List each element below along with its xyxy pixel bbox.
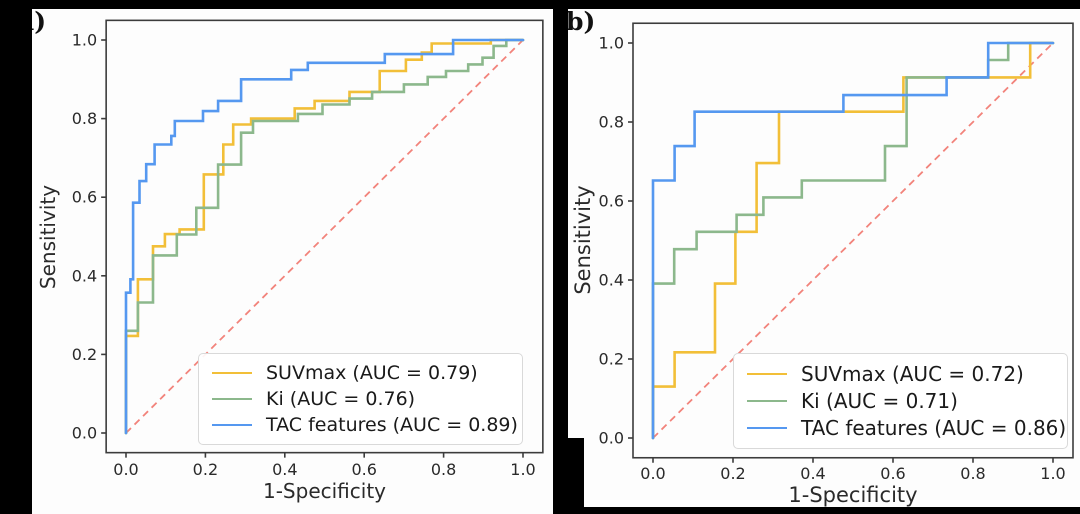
y-axis-title: Sensitivity [36,185,60,289]
y-tick-label: 0.8 [599,113,624,132]
x-tick-label: 0.0 [113,460,138,479]
x-tick-label: 1.0 [510,460,535,479]
crop-bar-notch [568,438,584,514]
x-tick-label: 0.4 [800,464,825,483]
x-tick-label: 0.6 [880,464,905,483]
crop-bar-top [0,0,1080,9]
y-tick-label: 0.2 [72,345,97,364]
legend-item-tac: TAC features (AUC = 0.89) [212,414,522,436]
crop-bar-bottom [553,507,1080,514]
panel-a: a) 0.0 0.2 0.4 0.6 0.8 1.0 0.0 0.2 0.4 0.6 0.8 1.0 1… [18,7,553,514]
y-tick-label: 0.4 [72,266,97,285]
x-tick-label: 0.2 [720,464,745,483]
x-tick-label: 0.8 [431,460,456,479]
axes-frame [105,19,544,454]
roc-chart-a: 0.0 0.2 0.4 0.6 0.8 1.0 0.0 0.2 0.4 0.6 0.8 1.0 1-Sp… [36,19,544,503]
legend-b: SUVmax (AUC = 0.72) Ki (AUC = 0.71) TAC … [733,353,1068,449]
axes-frame [632,22,1074,459]
y-axis-title: Sensitivity [571,185,595,294]
x-tick-label: 0.6 [351,460,376,479]
y-tick-label: 0.4 [599,271,624,290]
roc-curve-tac [124,38,525,435]
legend-item-suvmax: SUVmax (AUC = 0.72) [747,362,1067,386]
x-axis-title: 1-Specificity [788,483,917,507]
legend-label-suvmax: SUVmax (AUC = 0.79) [266,362,478,384]
legend-item-suvmax: SUVmax (AUC = 0.79) [212,362,522,384]
legend-label-ki: Ki (AUC = 0.71) [801,388,958,413]
y-tick-label: 0.8 [72,109,97,128]
legend-line-swatch-tac [747,427,787,430]
legend-item-ki: Ki (AUC = 0.76) [212,388,522,410]
legend-line-swatch-suvmax [212,372,252,374]
y-tick-label: 1.0 [72,31,97,50]
x-tick-label: 0.2 [193,460,218,479]
y-tick-label: 0.2 [599,350,624,369]
legend-item-ki: Ki (AUC = 0.71) [747,389,1067,413]
panel-b-label: b) [566,7,596,36]
y-tick-label: 0.6 [72,188,97,207]
y-tick-label: 0.0 [72,424,97,443]
x-tick-label: 0.0 [640,464,665,483]
legend-label-tac: TAC features (AUC = 0.86) [801,416,1067,441]
x-tick-label: 0.4 [272,460,297,479]
panel-b: b) 0.0 0.2 0.4 0.6 0.8 1.0 0.0 0.2 0.4 0.6 0.8 1.0 1… [566,7,1080,507]
chance-diagonal-line [125,39,524,434]
legend-item-tac: TAC features (AUC = 0.86) [747,416,1067,440]
legend-line-swatch-tac [212,424,252,426]
y-tick-label: 1.0 [599,34,624,53]
roc-curve-suvmax [124,38,525,435]
legend-line-swatch-ki [212,398,252,400]
x-tick-label: 0.8 [960,464,985,483]
y-tick-label: 0.6 [599,192,624,211]
roc-curve-tac [651,41,1055,440]
y-tick-label: 0.0 [599,429,624,448]
x-tick-label: 1.0 [1040,464,1065,483]
crop-bar-middle [553,0,568,514]
crop-bar-left [0,0,32,514]
legend-line-swatch-ki [747,399,787,402]
roc-chart-b: 0.0 0.2 0.4 0.6 0.8 1.0 0.0 0.2 0.4 0.6 0.8 1.0 1-Sp… [571,22,1074,507]
legend-label-tac: TAC features (AUC = 0.89) [266,414,518,436]
legend-line-swatch-suvmax [747,372,787,375]
legend-label-suvmax: SUVmax (AUC = 0.72) [801,361,1024,386]
x-axis-title: 1-Specificity [263,479,386,503]
roc-curve-ki [124,38,525,435]
legend-label-ki: Ki (AUC = 0.76) [266,388,416,410]
legend-a: SUVmax (AUC = 0.79) Ki (AUC = 0.76) TAC … [198,353,523,445]
chance-diagonal-line [652,42,1054,439]
